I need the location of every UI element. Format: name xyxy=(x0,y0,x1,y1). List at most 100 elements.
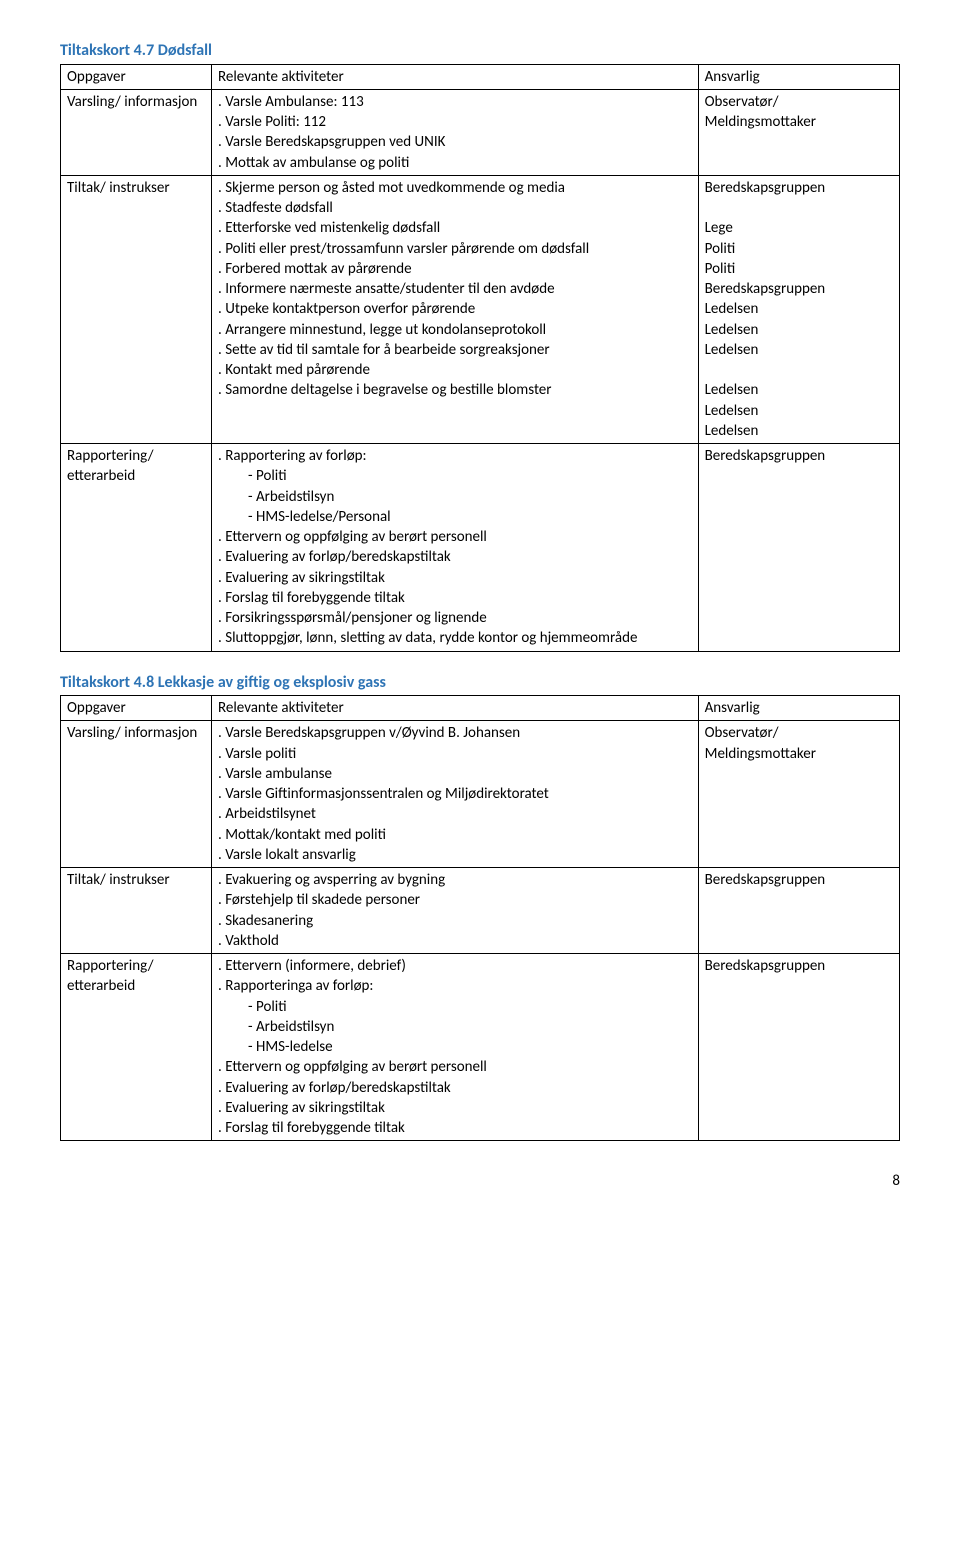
activities-cell: . Evakuering og avsperring av bygning . … xyxy=(212,868,699,954)
activity-line: . Arrangere minnestund, legge ut kondola… xyxy=(218,320,692,340)
activity-line: . Sette av tid til samtale for å bearbei… xyxy=(218,340,692,360)
activity-line: . Informere nærmeste ansatte/studenter t… xyxy=(218,279,692,299)
activity-line: - Arbeidstilsyn xyxy=(218,487,692,507)
responsible-line: Meldingsmottaker xyxy=(705,112,893,132)
activity-line: . Forslag til forebyggende tiltak xyxy=(218,588,692,608)
header-aktiviteter: Relevante aktiviteter xyxy=(212,64,699,89)
activity-line: . Evaluering av sikringstiltak xyxy=(218,1098,692,1118)
activities-cell: . Varsle Beredskapsgruppen v/Øyvind B. J… xyxy=(212,721,699,868)
header-aktiviteter: Relevante aktiviteter xyxy=(212,696,699,721)
activity-line: . Varsle politi xyxy=(218,744,692,764)
activity-line: . Forslag til forebyggende tiltak xyxy=(218,1118,692,1138)
responsible-line: Politi xyxy=(705,239,893,259)
responsible-line xyxy=(705,360,893,380)
responsible-cell: Observatør/ Meldingsmottaker xyxy=(698,89,899,175)
activity-line: . Evakuering og avsperring av bygning xyxy=(218,870,692,890)
activity-line: . Skjerme person og åsted mot uvedkommen… xyxy=(218,178,692,198)
activity-line: . Forsikringsspørsmål/pensjoner og ligne… xyxy=(218,608,692,628)
responsible-line xyxy=(705,198,893,218)
responsible-line: Ledelsen xyxy=(705,380,893,400)
task-cell: Varsling/ informasjon xyxy=(61,721,212,868)
activity-line: . Forbered mottak av pårørende xyxy=(218,259,692,279)
responsible-line: Lege xyxy=(705,218,893,238)
activity-line: . Ettervern og oppfølging av berørt pers… xyxy=(218,527,692,547)
table-header-row: Oppgaver Relevante aktiviteter Ansvarlig xyxy=(61,64,900,89)
activities-cell: . Rapportering av forløp: - Politi - Arb… xyxy=(212,444,699,652)
activity-line: . Arbeidstilsynet xyxy=(218,804,692,824)
responsible-cell: Beredskapsgruppen xyxy=(698,444,899,652)
activity-line: . Varsle Beredskapsgruppen ved UNIK xyxy=(218,132,692,152)
activity-line: . Stadfeste dødsfall xyxy=(218,198,692,218)
activities-cell: . Skjerme person og åsted mot uvedkommen… xyxy=(212,175,699,443)
card2-title: Tiltakskort 4.8 Lekkasje av giftig og ek… xyxy=(60,672,900,694)
activity-line: . Samordne deltagelse i begravelse og be… xyxy=(218,380,692,400)
activity-line: . Varsle Ambulanse: 113 xyxy=(218,92,692,112)
header-ansvarlig: Ansvarlig xyxy=(698,64,899,89)
activity-line: . Politi eller prest/trossamfunn varsler… xyxy=(218,239,692,259)
activity-line: . Sluttoppgjør, lønn, sletting av data, … xyxy=(218,628,692,648)
activity-line: . Skadesanering xyxy=(218,911,692,931)
activity-line: . Evaluering av forløp/beredskapstiltak xyxy=(218,1078,692,1098)
responsible-line: Observatør/ xyxy=(705,92,893,112)
responsible-cell: Beredskapsgruppen xyxy=(698,954,899,1141)
activity-line: - HMS-ledelse xyxy=(218,1037,692,1057)
activity-line: - Politi xyxy=(218,466,692,486)
table-row: Varsling/ informasjon . Varsle Ambulanse… xyxy=(61,89,900,175)
responsible-line: Observatør/ xyxy=(705,723,893,743)
activity-line: . Ettervern (informere, debrief) xyxy=(218,956,692,976)
activity-line: . Mottak/kontakt med politi xyxy=(218,825,692,845)
activity-line: . Varsle ambulanse xyxy=(218,764,692,784)
activity-line: . Varsle Beredskapsgruppen v/Øyvind B. J… xyxy=(218,723,692,743)
responsible-cell: Observatør/ Meldingsmottaker xyxy=(698,721,899,868)
task-cell: Rapportering/ etterarbeid xyxy=(61,954,212,1141)
responsible-line: Beredskapsgruppen xyxy=(705,279,893,299)
header-oppgaver: Oppgaver xyxy=(61,696,212,721)
activities-cell: . Ettervern (informere, debrief) . Rappo… xyxy=(212,954,699,1141)
activity-line: . Utpeke kontaktperson overfor pårørende xyxy=(218,299,692,319)
card1-table: Oppgaver Relevante aktiviteter Ansvarlig… xyxy=(60,64,900,652)
activity-line: . Rapportering av forløp: xyxy=(218,446,692,466)
activity-line: . Varsle Giftinformasjonssentralen og Mi… xyxy=(218,784,692,804)
table-row: Varsling/ informasjon . Varsle Beredskap… xyxy=(61,721,900,868)
task-cell: Tiltak/ instrukser xyxy=(61,868,212,954)
card1-title: Tiltakskort 4.7 Dødsfall xyxy=(60,40,900,62)
activity-line: . Ettervern og oppfølging av berørt pers… xyxy=(218,1057,692,1077)
activity-line: - Arbeidstilsyn xyxy=(218,1017,692,1037)
activity-line: . Evaluering av sikringstiltak xyxy=(218,568,692,588)
activity-line: . Evaluering av forløp/beredskapstiltak xyxy=(218,547,692,567)
responsible-line: Beredskapsgruppen xyxy=(705,446,893,466)
activity-line: . Kontakt med pårørende xyxy=(218,360,692,380)
card2-table: Oppgaver Relevante aktiviteter Ansvarlig… xyxy=(60,695,900,1141)
task-cell: Tiltak/ instrukser xyxy=(61,175,212,443)
activity-line: . Rapporteringa av forløp: xyxy=(218,976,692,996)
activity-line: - HMS-ledelse/Personal xyxy=(218,507,692,527)
responsible-line: Ledelsen xyxy=(705,401,893,421)
activity-line: - Politi xyxy=(218,997,692,1017)
responsible-line: Politi xyxy=(705,259,893,279)
activity-line: . Mottak av ambulanse og politi xyxy=(218,153,692,173)
activities-cell: . Varsle Ambulanse: 113 . Varsle Politi:… xyxy=(212,89,699,175)
table-row: Tiltak/ instrukser . Evakuering og avspe… xyxy=(61,868,900,954)
task-cell: Varsling/ informasjon xyxy=(61,89,212,175)
responsible-line: Ledelsen xyxy=(705,320,893,340)
responsible-line: Beredskapsgruppen xyxy=(705,178,893,198)
activity-line: . Varsle Politi: 112 xyxy=(218,112,692,132)
responsible-line: Ledelsen xyxy=(705,340,893,360)
responsible-line: Beredskapsgruppen xyxy=(705,870,893,890)
table-row: Rapportering/ etterarbeid . Ettervern (i… xyxy=(61,954,900,1141)
header-oppgaver: Oppgaver xyxy=(61,64,212,89)
task-cell: Rapportering/ etterarbeid xyxy=(61,444,212,652)
table-row: Rapportering/ etterarbeid . Rapportering… xyxy=(61,444,900,652)
responsible-cell: Beredskapsgruppen xyxy=(698,868,899,954)
responsible-line: Beredskapsgruppen xyxy=(705,956,893,976)
page-number: 8 xyxy=(60,1171,900,1191)
activity-line: . Vakthold xyxy=(218,931,692,951)
responsible-cell: Beredskapsgruppen Lege Politi Politi Ber… xyxy=(698,175,899,443)
responsible-line: Ledelsen xyxy=(705,421,893,441)
activity-line: . Etterforske ved mistenkelig dødsfall xyxy=(218,218,692,238)
table-row: Tiltak/ instrukser . Skjerme person og å… xyxy=(61,175,900,443)
responsible-line: Meldingsmottaker xyxy=(705,744,893,764)
activity-line: . Førstehjelp til skadede personer xyxy=(218,890,692,910)
activity-line: . Varsle lokalt ansvarlig xyxy=(218,845,692,865)
responsible-line: Ledelsen xyxy=(705,299,893,319)
